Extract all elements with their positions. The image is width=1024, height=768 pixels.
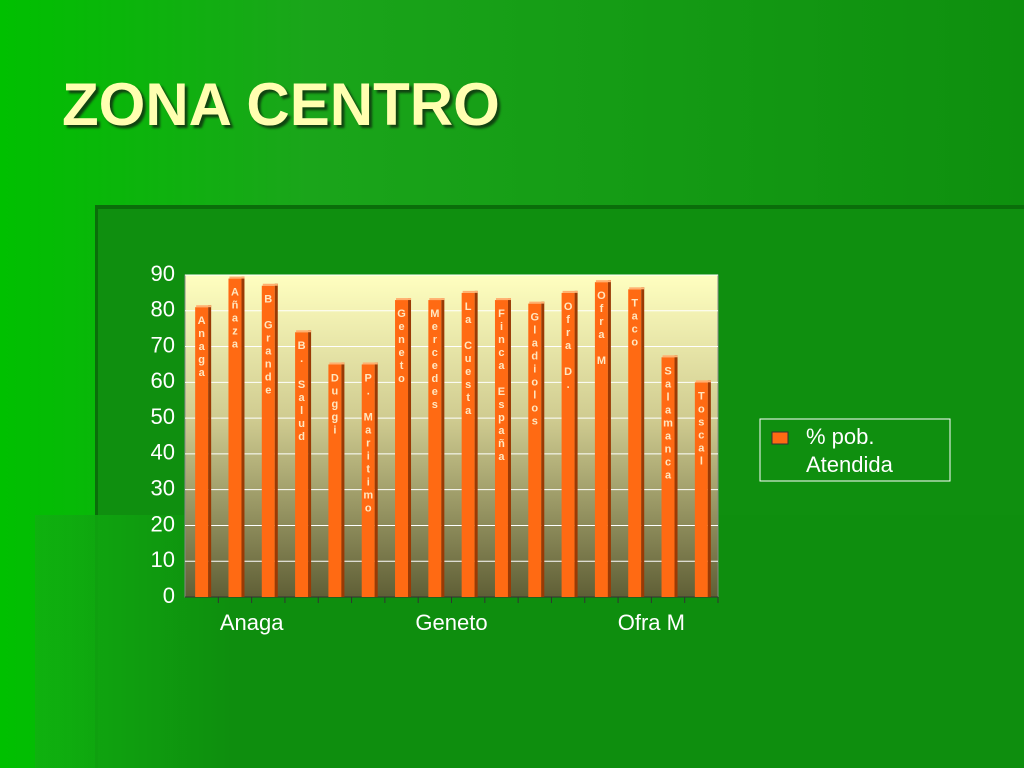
bar-top <box>429 298 445 301</box>
bar-side <box>408 298 412 597</box>
bar-top <box>495 298 511 301</box>
x-tick-label: Geneto <box>415 610 487 635</box>
bar-side <box>541 301 545 597</box>
bar <box>661 357 675 597</box>
bar-side <box>274 283 278 597</box>
y-tick-label: 60 <box>151 368 175 393</box>
bar-top <box>662 355 678 358</box>
y-tick-label: 20 <box>151 511 175 536</box>
bar-side <box>607 280 611 597</box>
y-tick-label: 90 <box>151 261 175 286</box>
bar <box>461 292 475 597</box>
legend-box <box>759 418 951 482</box>
bar <box>195 307 209 597</box>
bar-top <box>196 305 212 308</box>
bar-side <box>241 276 245 597</box>
y-tick-label: 80 <box>151 297 175 322</box>
y-tick-label: 40 <box>151 440 175 465</box>
bar-side <box>308 330 312 597</box>
slide-title: ZONA CENTRO <box>62 71 500 138</box>
bar <box>594 282 608 597</box>
bar-top <box>229 276 245 279</box>
y-tick-label: 70 <box>151 332 175 357</box>
bar-side <box>341 362 345 597</box>
bar-top <box>462 290 478 293</box>
y-tick-label: 50 <box>151 404 175 429</box>
legend-swatch <box>771 431 789 445</box>
bar-side <box>474 290 478 597</box>
bar <box>694 382 708 597</box>
bar <box>561 292 575 597</box>
bar-top <box>595 280 611 283</box>
bar-side <box>208 305 212 597</box>
bar <box>494 300 508 597</box>
bar-side <box>507 298 511 597</box>
bar <box>428 300 442 597</box>
bar-side <box>374 362 378 597</box>
bar-top <box>296 330 312 333</box>
bar-side <box>641 287 645 597</box>
bar-side <box>574 290 578 597</box>
x-tick-label: Ofra M <box>618 610 685 635</box>
x-tick-label: Anaga <box>220 610 284 635</box>
bar-top <box>362 362 378 365</box>
bar-top <box>695 380 711 383</box>
bar <box>528 303 542 597</box>
y-tick-label: 10 <box>151 547 175 572</box>
bar-top <box>629 287 645 290</box>
bar <box>395 300 409 597</box>
bar-top <box>262 283 278 286</box>
bar <box>228 278 242 597</box>
bar-top <box>329 362 345 365</box>
bar-side <box>707 380 711 597</box>
bar-top <box>562 290 578 293</box>
bar-top <box>529 301 545 304</box>
bar <box>361 364 375 597</box>
bar <box>328 364 342 597</box>
bar-side <box>674 355 678 597</box>
y-tick-label: 0 <box>163 583 175 608</box>
legend-label: % pob. Atendida <box>806 424 894 477</box>
bar-top <box>396 298 412 301</box>
bar <box>628 289 642 597</box>
bar <box>261 285 275 597</box>
y-tick-label: 30 <box>151 475 175 500</box>
bar <box>295 332 309 597</box>
bar-side <box>441 298 445 597</box>
